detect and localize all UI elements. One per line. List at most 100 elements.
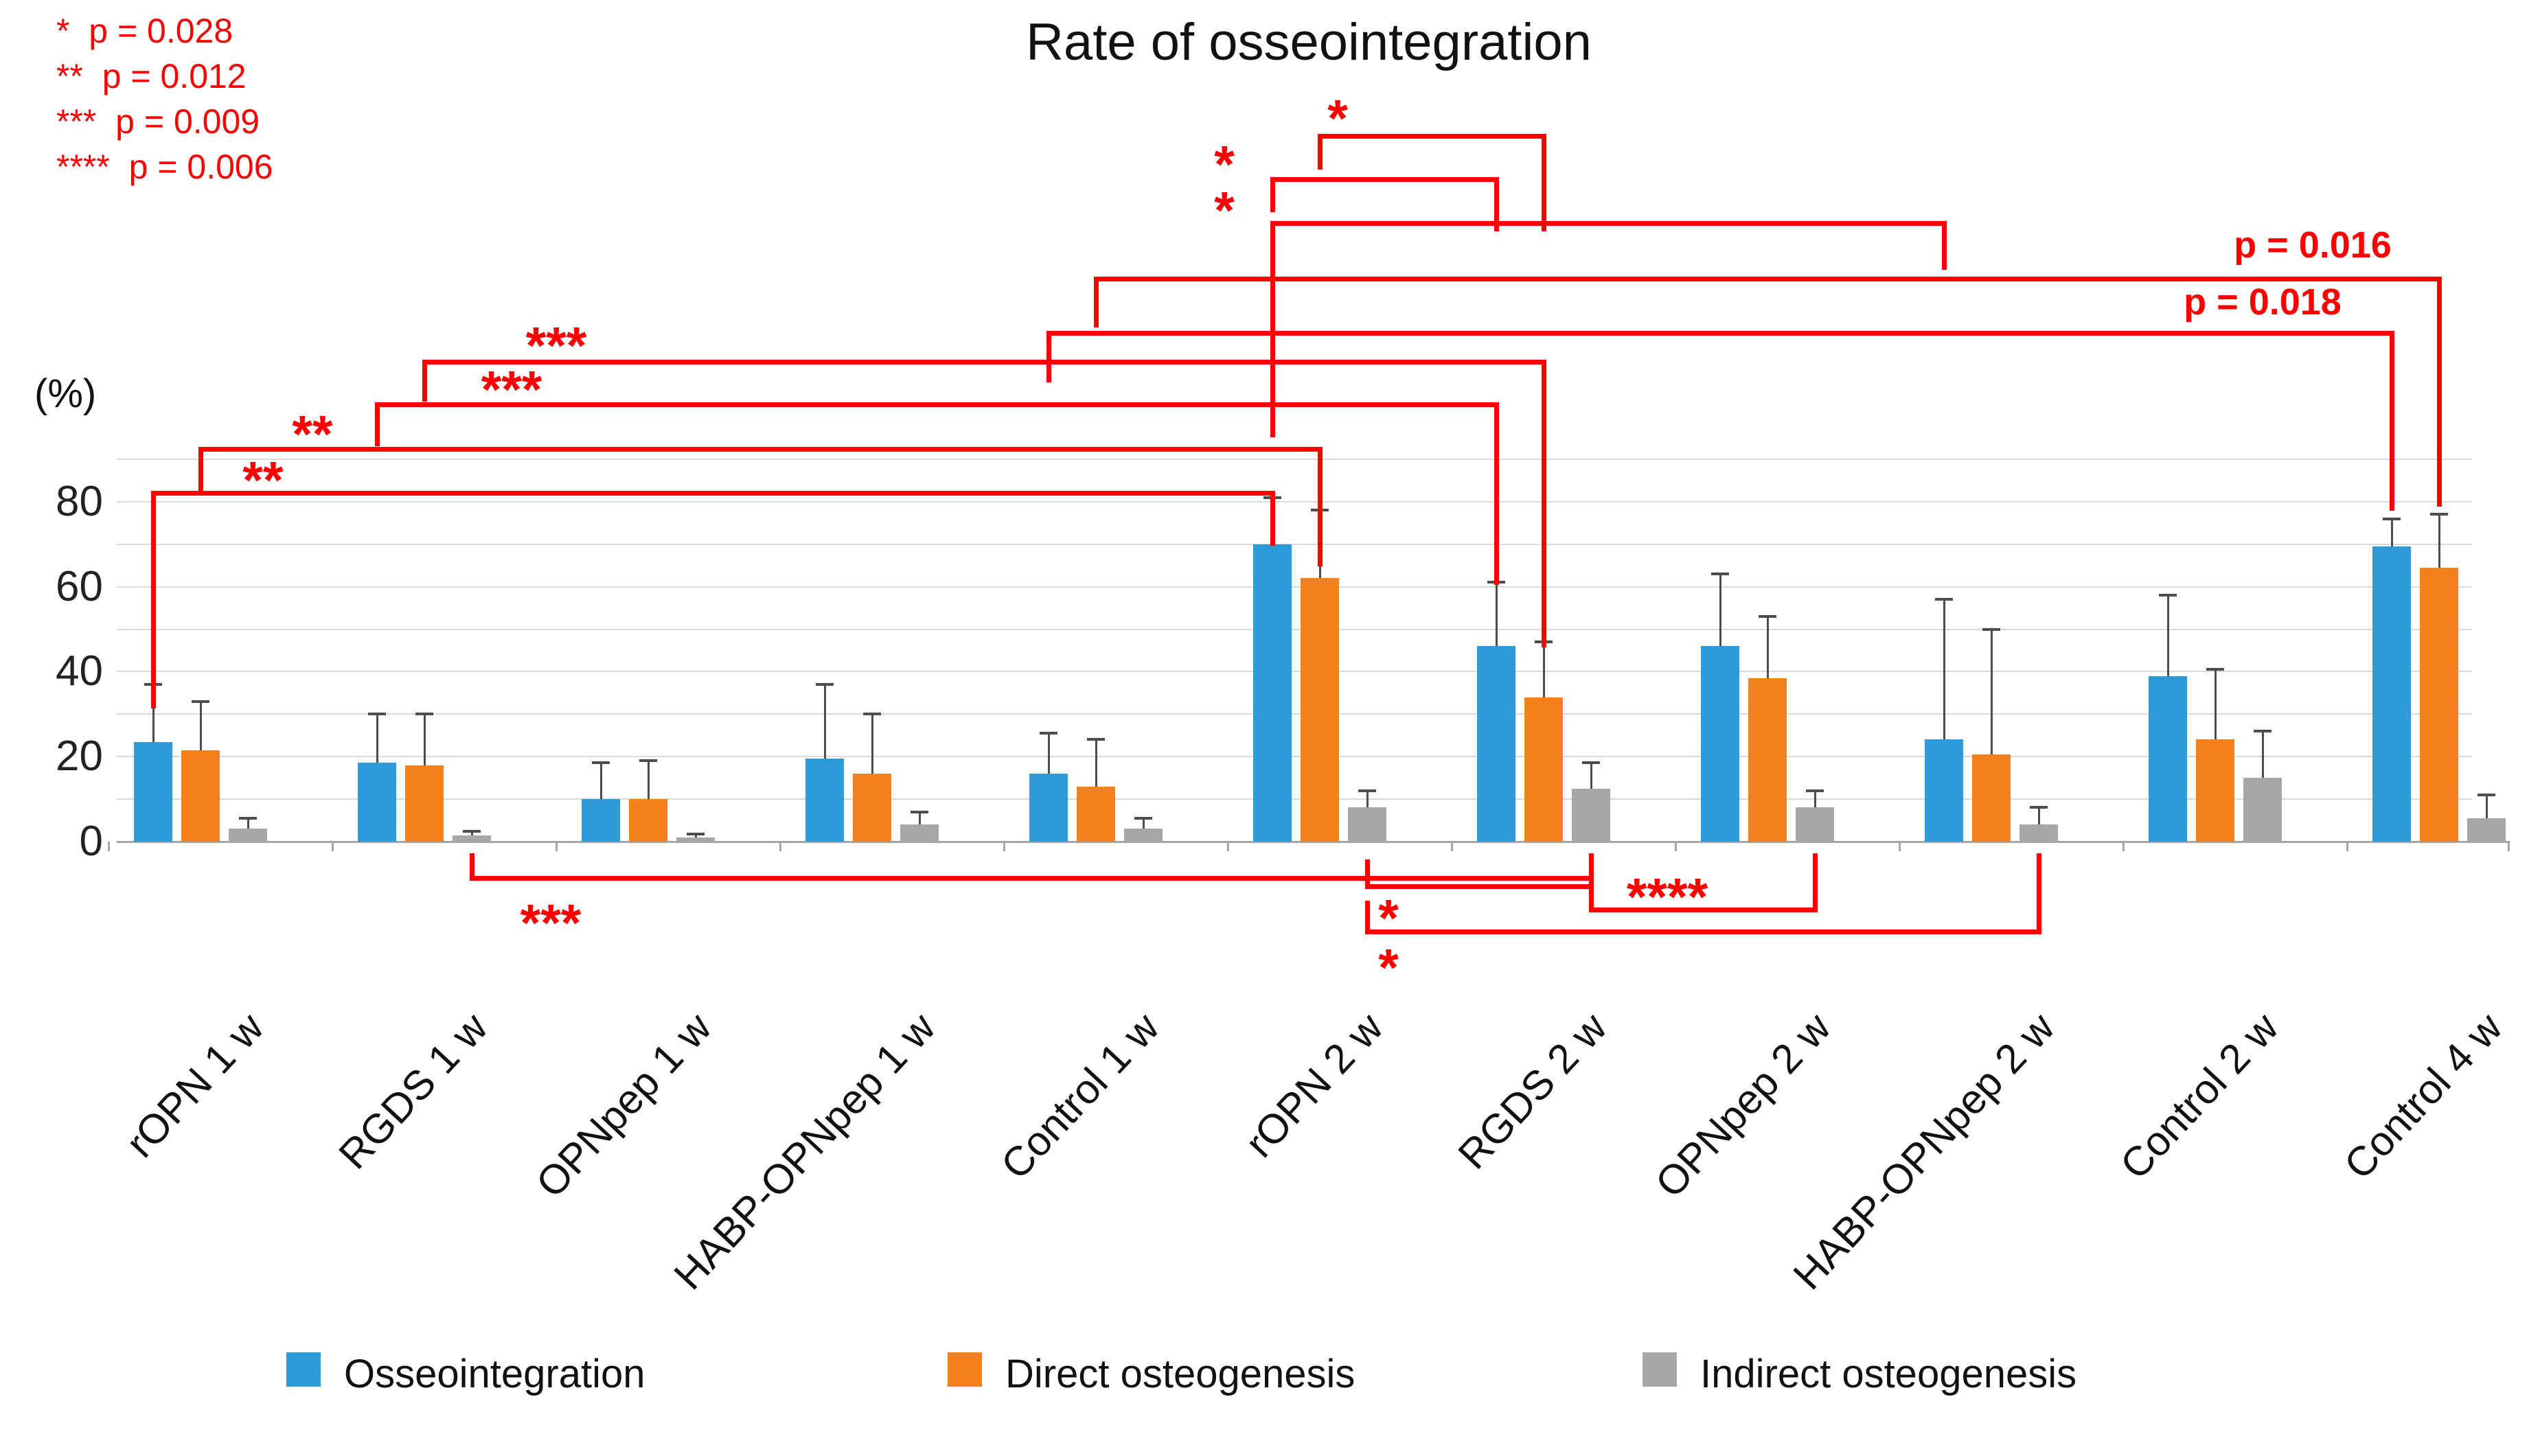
error-bar-cap xyxy=(1711,573,1729,576)
bracket-12-tail1 xyxy=(2037,853,2041,934)
bracket-6-tail1 xyxy=(1942,221,1947,270)
error-bar-cap xyxy=(2383,517,2401,520)
x-axis-tick xyxy=(1227,842,1229,851)
legend-swatch xyxy=(948,1352,982,1387)
error-bar-cap xyxy=(1806,789,1824,792)
bar-rOPN 2 w-Indirect osteogenesis xyxy=(1348,807,1386,842)
bracket-4-bar xyxy=(1318,134,1546,139)
bracket-1-tail0 xyxy=(198,447,203,491)
chart-title: Rate of osseointegration xyxy=(1026,13,1592,71)
error-bar-cap xyxy=(2030,806,2048,809)
legend-label: Indirect osteogenesis xyxy=(1700,1352,2077,1396)
bracket-3-tail0 xyxy=(422,360,427,402)
bar-RGDS 1 w-Indirect osteogenesis xyxy=(453,835,491,842)
bar-Control 4 w-Osseointegration xyxy=(2372,546,2411,842)
bar-RGDS 1 w-Direct osteogenesis xyxy=(405,765,444,842)
error-bar-OPNpep 2 w-Osseointegration xyxy=(1719,574,1721,647)
bar-rOPN 1 w-Osseointegration xyxy=(134,741,172,842)
bracket-9-bar xyxy=(470,876,1594,881)
error-bar-Control 2 w-Direct osteogenesis xyxy=(2215,669,2217,740)
error-bar-Control 1 w-Osseointegration xyxy=(1048,733,1050,774)
gridline-70pct xyxy=(117,543,2472,545)
bar-HABP-OPNpep 1 w-Direct osteogenesis xyxy=(853,773,891,842)
error-bar-HABP-OPNpep 2 w-Osseointegration xyxy=(1943,599,1945,740)
gridline-30pct xyxy=(117,713,2472,715)
error-bar-cap xyxy=(463,829,481,833)
bracket-5-label: * xyxy=(1214,135,1235,194)
error-bar-RGDS 2 w-Indirect osteogenesis xyxy=(1590,763,1592,789)
bracket-5-tail0 xyxy=(1270,177,1275,212)
error-bar-rOPN 1 w-Direct osteogenesis xyxy=(200,701,202,750)
bar-OPNpep 1 w-Indirect osteogenesis xyxy=(676,837,715,842)
bracket-11-tail0 xyxy=(1589,855,1594,912)
y-tick-label-80: 80 xyxy=(56,477,103,525)
y-tick-label-0: 0 xyxy=(79,818,103,865)
error-bar-cap xyxy=(1358,789,1376,792)
bar-rOPN 1 w-Indirect osteogenesis xyxy=(229,829,267,842)
error-bar-cap xyxy=(2254,730,2271,733)
significance-key-line: * p = 0.028 xyxy=(56,12,233,50)
error-bar-cap xyxy=(1582,761,1600,765)
x-axis-tick xyxy=(2122,842,2125,851)
bracket-3-label: *** xyxy=(525,316,587,375)
error-bar-cap xyxy=(2206,668,2224,671)
bracket-6-label: * xyxy=(1214,181,1235,240)
error-bar-HABP-OPNpep 1 w-Osseointegration xyxy=(824,684,826,759)
bar-OPNpep 2 w-Indirect osteogenesis xyxy=(1796,807,1834,842)
error-bar-Control 1 w-Indirect osteogenesis xyxy=(1143,818,1145,829)
error-bar-cap xyxy=(1935,598,1953,601)
error-bar-Control 4 w-Direct osteogenesis xyxy=(2438,514,2440,568)
bracket-4-label: * xyxy=(1327,89,1348,148)
bracket-5-bar xyxy=(1270,177,1499,182)
error-bar-cap xyxy=(1040,732,1057,735)
error-bar-cap xyxy=(239,816,257,820)
error-bar-HABP-OPNpep 1 w-Direct osteogenesis xyxy=(871,714,873,774)
significance-key: * p = 0.028 ** p = 0.012 *** p = 0.009 ****… xyxy=(56,8,273,189)
error-bar-cap xyxy=(863,713,881,716)
error-bar-OPNpep 2 w-Indirect osteogenesis xyxy=(1814,790,1816,808)
error-bar-cap xyxy=(2477,793,2495,796)
error-bar-Control 4 w-Indirect osteogenesis xyxy=(2486,794,2488,818)
bar-Control 2 w-Indirect osteogenesis xyxy=(2243,778,2282,842)
x-axis-tick xyxy=(332,842,334,851)
bracket-1-bar xyxy=(198,447,1323,452)
gridline-40pct xyxy=(117,671,2472,673)
bar-RGDS 1 w-Osseointegration xyxy=(358,763,396,842)
bar-HABP-OPNpep 2 w-Direct osteogenesis xyxy=(1972,754,2011,842)
x-axis-line xyxy=(117,841,2510,843)
bracket-7-tail0 xyxy=(1094,277,1099,327)
error-bar-rOPN 1 w-Osseointegration xyxy=(152,684,155,742)
bracket-8-label: p = 0.018 xyxy=(2184,281,2342,323)
x-axis-tick xyxy=(1003,842,1005,851)
error-bar-cap xyxy=(911,810,928,813)
legend-swatch xyxy=(1643,1352,1677,1387)
error-bar-cap xyxy=(1759,614,1776,618)
bar-RGDS 2 w-Osseointegration xyxy=(1477,646,1515,842)
bar-Control 1 w-Osseointegration xyxy=(1029,773,1068,842)
x-axis-tick xyxy=(1451,842,1453,851)
error-bar-cap xyxy=(592,761,610,765)
bar-Control 4 w-Direct osteogenesis xyxy=(2420,567,2458,842)
error-bar-cap xyxy=(415,713,433,716)
error-bar-OPNpep 1 w-Indirect osteogenesis xyxy=(695,833,697,837)
bracket-8-tail1 xyxy=(2390,331,2394,511)
bracket-7-tail1 xyxy=(2437,277,2442,507)
error-bar-cap xyxy=(368,713,386,716)
y-tick-label-60: 60 xyxy=(56,562,103,610)
x-axis-tick xyxy=(556,842,558,851)
bracket-1-label: ** xyxy=(292,405,333,464)
error-bar-cap xyxy=(1982,627,2000,631)
error-bar-HABP-OPNpep 2 w-Direct osteogenesis xyxy=(1991,629,1993,755)
y-tick-label-40: 40 xyxy=(56,647,103,695)
bracket-9-tail0 xyxy=(470,853,474,881)
gridline-90pct xyxy=(117,458,2472,460)
x-axis-tick xyxy=(1899,842,1901,851)
x-axis-tick xyxy=(779,842,781,851)
error-bar-Control 2 w-Indirect osteogenesis xyxy=(2262,731,2264,778)
x-axis-tick xyxy=(2508,842,2510,851)
bar-HABP-OPNpep 1 w-Osseointegration xyxy=(805,759,844,842)
bracket-9-label: *** xyxy=(520,894,582,953)
bracket-7-label: p = 0.016 xyxy=(2234,224,2392,266)
gridline-10pct xyxy=(117,798,2472,800)
